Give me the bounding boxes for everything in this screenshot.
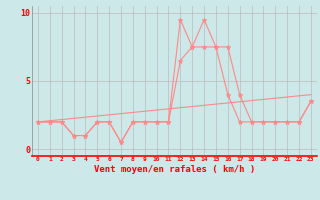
- X-axis label: Vent moyen/en rafales ( km/h ): Vent moyen/en rafales ( km/h ): [94, 165, 255, 174]
